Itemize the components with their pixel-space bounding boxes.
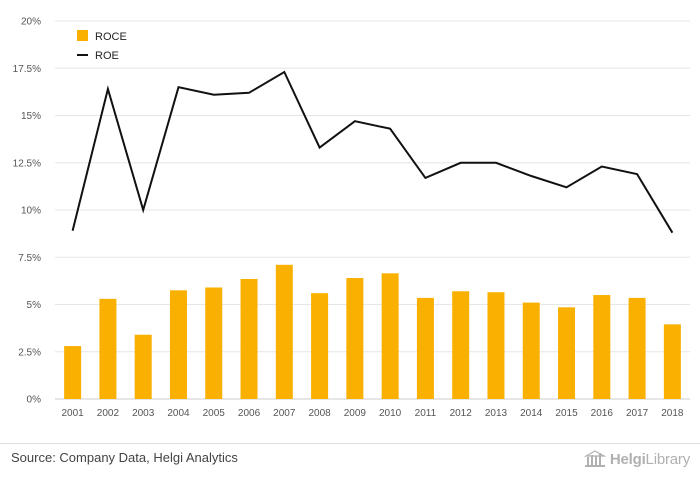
roce-bar: [346, 278, 364, 399]
roce-bar: [663, 324, 681, 399]
brand-logo: HelgiLibrary: [583, 448, 690, 470]
y-tick-label: 10%: [21, 206, 41, 217]
legend-swatch-roce: [77, 30, 88, 41]
y-tick-label: 20%: [21, 17, 41, 28]
roce-bar: [522, 302, 540, 399]
x-tick-label: 2014: [520, 408, 543, 419]
roce-bar: [381, 273, 399, 399]
y-tick-label: 5%: [27, 300, 42, 311]
x-tick-label: 2015: [555, 408, 578, 419]
legend: ROCE ROE: [77, 30, 127, 62]
y-tick-label: 15%: [21, 111, 41, 122]
gridlines: [55, 20, 690, 400]
x-tick-label: 2011: [415, 408, 437, 419]
roce-bar: [416, 297, 434, 399]
x-tick-label: 2004: [167, 408, 190, 419]
roce-bars: [64, 264, 681, 399]
y-tick-label: 7.5%: [18, 253, 41, 264]
roce-bar: [134, 334, 152, 399]
x-tick-label: 2005: [203, 408, 226, 419]
roe-series-line: [71, 70, 674, 234]
roce-bar: [275, 264, 293, 399]
library-building-icon: [583, 450, 606, 467]
y-tick-label: 2.5%: [18, 347, 41, 358]
x-tick-label: 2009: [344, 408, 367, 419]
roe-line: [71, 70, 674, 234]
roce-bar: [99, 298, 117, 399]
roce-bar: [558, 307, 576, 399]
brand-suffix: Library: [645, 450, 691, 468]
x-tick-label: 2001: [62, 408, 85, 419]
x-tick-label: 2006: [238, 408, 261, 419]
roce-bar: [205, 287, 223, 399]
x-tick-label: 2013: [485, 408, 508, 419]
x-tick-label: 2002: [97, 408, 120, 419]
x-tick-label: 2008: [308, 408, 331, 419]
x-tick-label: 2018: [661, 408, 684, 419]
chart: 0% 2.5% 5% 7.5% 10% 12.5% 15% 17.5% 20% 2001 2002…: [13, 17, 690, 419]
legend-label-roe: ROE: [95, 50, 119, 62]
legend-label-roce: ROCE: [95, 31, 127, 43]
roce-bar: [628, 297, 646, 399]
brand-prefix: Helgi: [609, 450, 646, 468]
roce-bar: [593, 295, 611, 399]
roce-bar: [487, 292, 505, 399]
footer-divider: [0, 443, 700, 444]
x-tick-label: 2010: [379, 408, 402, 419]
y-tick-label: 12.5%: [13, 158, 41, 169]
y-tick-label: 17.5%: [13, 64, 41, 75]
roce-bar: [169, 290, 187, 399]
y-axis-ticks: 0% 2.5% 5% 7.5% 10% 12.5% 15% 17.5% 20%: [13, 17, 41, 406]
x-tick-label: 2012: [450, 408, 473, 419]
roce-bar: [452, 291, 470, 399]
roce-bar: [64, 346, 82, 399]
roce-bar: [311, 293, 329, 399]
x-tick-label: 2003: [132, 408, 155, 419]
x-axis-ticks: 2001 2002 2003 2004 2005 2006 2007 2008 2009 2010…: [62, 408, 684, 419]
roce-bar: [240, 278, 258, 399]
y-tick-label: 0%: [27, 395, 42, 406]
brand-name: HelgiLibrary: [610, 451, 690, 468]
x-tick-label: 2007: [273, 408, 296, 419]
source-note: Source: Company Data, Helgi Analytics: [11, 450, 238, 465]
x-tick-label: 2016: [591, 408, 614, 419]
x-tick-label: 2017: [626, 408, 649, 419]
